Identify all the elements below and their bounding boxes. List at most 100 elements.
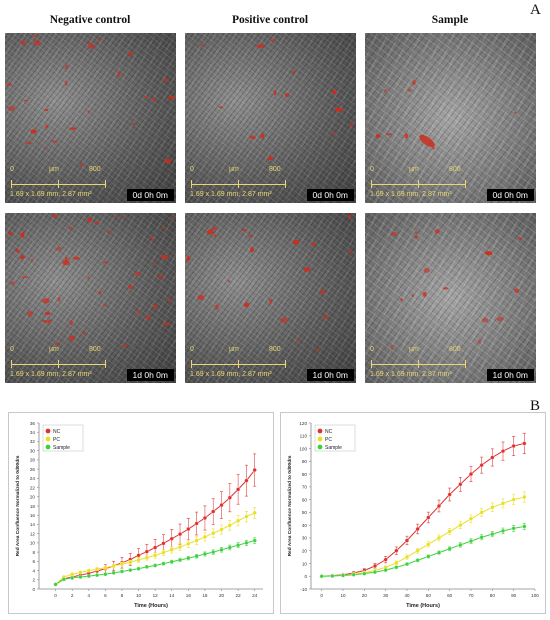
red-cell-spot: [98, 291, 102, 295]
red-cell-spot: [412, 80, 416, 85]
data-point: [161, 541, 166, 546]
red-cell-spot: [391, 231, 398, 237]
red-cell-spot: [42, 320, 49, 323]
x-tick-label: 80: [490, 593, 496, 598]
red-cell-spot: [496, 316, 504, 322]
red-cell-spot: [62, 260, 70, 266]
data-point: [490, 505, 495, 510]
data-point: [227, 523, 232, 528]
data-point: [236, 487, 241, 492]
y-tick-label: 4: [32, 568, 35, 573]
red-cell-spot: [256, 44, 265, 49]
data-point: [426, 554, 431, 559]
timestamp-badge: 0d 0h 0m: [306, 189, 354, 201]
red-cell-spot: [21, 276, 29, 279]
data-point: [144, 549, 149, 554]
timestamp-badge: 0d 0h 0m: [486, 189, 534, 201]
red-cell-spot: [152, 261, 157, 264]
y-tick-label: 20: [302, 548, 308, 553]
data-point: [169, 559, 174, 564]
red-cell-spot: [219, 106, 223, 108]
red-cell-spot: [248, 234, 253, 238]
data-point: [436, 535, 442, 540]
data-point: [86, 568, 91, 573]
y-tick-label: 10: [302, 561, 308, 566]
data-point: [186, 527, 191, 532]
red-cell-spot: [385, 133, 393, 136]
scale-bar-unit-label: µm: [49, 166, 59, 173]
red-cell-spot: [20, 40, 26, 45]
red-cell-spot: [88, 44, 96, 49]
red-cell-spot: [383, 89, 387, 93]
data-point: [252, 467, 257, 473]
x-tick-label: 20: [219, 593, 225, 598]
red-cell-spot: [161, 227, 166, 230]
red-cell-spot: [422, 291, 427, 297]
data-point: [95, 573, 100, 578]
red-cell-spot: [514, 111, 517, 114]
red-cell-spot: [24, 141, 33, 145]
legend: NC PC Sample: [42, 424, 84, 452]
data-point: [161, 561, 166, 566]
data-point: [415, 548, 420, 553]
data-point: [136, 557, 141, 563]
data-point: [211, 509, 216, 514]
y-tick-label: 60: [302, 497, 308, 502]
red-cell-spot: [411, 294, 414, 298]
legend-marker: [317, 428, 323, 434]
data-point: [383, 568, 388, 573]
data-point: [252, 510, 257, 515]
red-cell-spot: [431, 146, 435, 150]
micrograph-negative-control-day1: 0 µm 800 1.69 x 1.69 mm, 2.87 mm² 1d 0h 0m: [5, 213, 176, 383]
red-cell-spot: [423, 268, 430, 273]
red-cell-spot: [167, 298, 172, 302]
series-nc: [319, 432, 527, 579]
red-cell-spot: [171, 216, 174, 220]
scale-bar-end-label: 800: [269, 166, 281, 173]
red-cell-spot: [123, 216, 127, 219]
timestamp-badge: 1d 0h 0m: [306, 369, 354, 381]
scale-bar-start-label: 0: [370, 166, 374, 173]
scale-bar-start-label: 0: [10, 166, 14, 173]
red-cell-spot: [32, 35, 39, 38]
red-fluorescence-spots: [8, 213, 174, 348]
red-cell-spot: [107, 230, 111, 234]
red-cell-spot: [280, 317, 289, 323]
data-point: [211, 550, 216, 555]
red-cell-spot: [406, 88, 412, 92]
x-tick-label: 20: [362, 593, 368, 598]
red-cell-spot: [47, 319, 52, 324]
scale-bar: [191, 174, 286, 188]
red-cell-spot: [518, 236, 522, 241]
data-point: [500, 501, 506, 506]
y-tick-label: 10: [30, 541, 36, 546]
red-cell-spot: [414, 235, 418, 239]
red-cell-spot: [215, 304, 219, 310]
data-point: [394, 565, 399, 570]
scale-bar-end-label: 800: [449, 166, 461, 173]
red-cell-spot: [8, 106, 15, 111]
red-fluorescence-spots: [6, 35, 175, 167]
y-tick-label: -10: [300, 587, 307, 592]
red-cell-spot: [79, 163, 83, 167]
red-cell-spot: [269, 298, 273, 304]
red-cell-spot: [161, 254, 169, 260]
red-cell-spot: [349, 249, 352, 255]
data-point: [447, 492, 452, 497]
data-point: [415, 526, 420, 532]
x-tick-label: 4: [87, 593, 90, 598]
legend-label: PC: [325, 437, 332, 443]
data-point: [236, 518, 241, 523]
red-cell-spot: [102, 304, 108, 307]
data-point: [177, 544, 183, 550]
red-cell-spot: [87, 110, 91, 113]
red-cell-spot: [14, 248, 20, 253]
column-title-negative-control: Negative control: [49, 14, 131, 26]
red-cell-spot: [69, 127, 77, 130]
legend-marker: [317, 444, 323, 450]
y-tick-label: 40: [302, 523, 308, 528]
red-cell-spot: [44, 147, 48, 149]
data-point: [161, 550, 166, 555]
series-pc: [319, 491, 527, 579]
red-cell-spot: [267, 156, 274, 161]
